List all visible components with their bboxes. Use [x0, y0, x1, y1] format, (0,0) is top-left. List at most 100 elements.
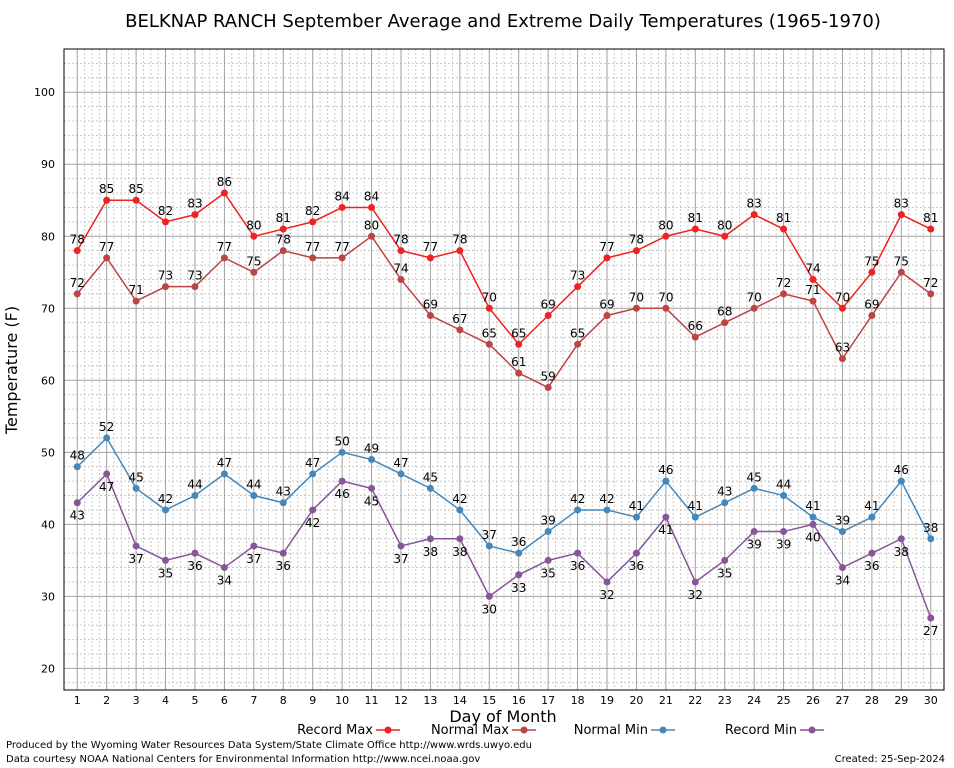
data-point: [515, 549, 523, 557]
legend: Record Max Normal Max Normal Min Record Min: [297, 723, 824, 738]
data-label: 65: [570, 326, 585, 340]
data-point: [868, 311, 876, 319]
data-point: [426, 254, 434, 262]
data-point: [162, 506, 170, 514]
data-label: 49: [364, 442, 379, 456]
data-point: [721, 232, 729, 240]
series-normal-max: 72 77 71 73 73 77 75 78 77 77 80 74 69 67 65 61 59 65 69 70…: [70, 218, 938, 392]
data-label: 45: [747, 470, 762, 484]
data-label: 61: [511, 355, 526, 369]
data-label: 30: [482, 602, 497, 616]
data-label: 43: [717, 485, 732, 499]
data-point: [368, 232, 376, 240]
data-point: [691, 578, 699, 586]
data-label: 78: [629, 233, 644, 247]
data-label: 77: [599, 240, 614, 254]
data-point: [368, 203, 376, 211]
data-point: [662, 304, 670, 312]
data-label: 35: [541, 566, 556, 580]
data-label: 34: [835, 574, 850, 588]
data-label: 70: [747, 290, 762, 304]
x-tick-label: 9: [309, 694, 316, 707]
x-tick-label: 23: [718, 694, 732, 707]
data-label: 37: [128, 552, 143, 566]
data-label: 36: [511, 535, 526, 549]
data-point: [309, 254, 317, 262]
data-point: [838, 564, 846, 572]
data-point: [515, 340, 523, 348]
data-label: 36: [570, 559, 585, 573]
data-label: 66: [688, 319, 703, 333]
data-point: [309, 218, 317, 226]
data-point: [868, 268, 876, 276]
data-point: [809, 513, 817, 521]
data-point: [632, 549, 640, 557]
data-point: [250, 542, 258, 550]
series-line: [76, 472, 932, 619]
x-tick-label: 4: [162, 694, 169, 707]
data-label: 80: [717, 218, 732, 232]
data-label: 39: [541, 514, 556, 528]
data-point: [220, 254, 228, 262]
data-point: [73, 290, 81, 298]
data-point: [927, 290, 935, 298]
data-point: [544, 384, 552, 392]
data-point: [485, 340, 493, 348]
footer-created: Created: 25-Sep-2024: [835, 754, 945, 765]
data-label: 45: [423, 470, 438, 484]
data-point: [73, 499, 81, 507]
data-label: 42: [570, 492, 585, 506]
data-label: 65: [482, 326, 497, 340]
legend-label: Record Min: [725, 723, 797, 738]
data-label: 41: [658, 523, 673, 537]
x-tick-label: 8: [280, 694, 287, 707]
data-label: 81: [276, 211, 291, 225]
legend-item: Normal Min: [574, 723, 675, 738]
data-label: 75: [894, 254, 909, 268]
legend-label: Normal Max: [431, 723, 509, 738]
data-point: [780, 492, 788, 500]
data-label: 47: [305, 456, 320, 470]
data-label: 47: [99, 480, 114, 494]
data-label: 85: [99, 182, 114, 196]
x-tick-label: 18: [571, 694, 585, 707]
x-tick-label: 3: [133, 694, 140, 707]
data-point: [191, 283, 199, 291]
data-label: 36: [187, 559, 202, 573]
data-label: 34: [217, 574, 232, 588]
data-point: [397, 470, 405, 478]
footer-produced-by: Produced by the Wyoming Water Resources …: [6, 740, 532, 751]
data-point: [338, 477, 346, 485]
data-label: 83: [187, 197, 202, 211]
data-point: [397, 275, 405, 283]
data-point: [103, 434, 111, 442]
plot-frame: [63, 48, 945, 691]
x-tick-label: 6: [221, 694, 228, 707]
data-label: 69: [423, 297, 438, 311]
data-point: [662, 513, 670, 521]
data-label: 45: [128, 470, 143, 484]
data-label: 74: [393, 261, 408, 275]
data-label: 78: [276, 233, 291, 247]
data-label: 42: [158, 492, 173, 506]
data-point: [838, 528, 846, 536]
data-label: 77: [99, 240, 114, 254]
data-label: 72: [70, 276, 85, 290]
data-label: 82: [158, 204, 173, 218]
data-point: [279, 225, 287, 233]
data-point: [132, 484, 140, 492]
data-point: [426, 484, 434, 492]
data-point: [515, 369, 523, 377]
data-label: 77: [334, 240, 349, 254]
data-point: [132, 542, 140, 550]
data-label: 70: [658, 290, 673, 304]
data-label: 82: [305, 204, 320, 218]
data-point: [397, 542, 405, 550]
series-normal-min: 48 52 45 42 44 47 44 43 47 50 49 47 45 42 37 36 39 42 42 41…: [70, 420, 938, 557]
data-point: [574, 283, 582, 291]
data-label: 78: [393, 233, 408, 247]
data-point: [632, 304, 640, 312]
x-tick-label: 21: [659, 694, 673, 707]
x-tick-label: 24: [747, 694, 761, 707]
data-point: [632, 247, 640, 255]
